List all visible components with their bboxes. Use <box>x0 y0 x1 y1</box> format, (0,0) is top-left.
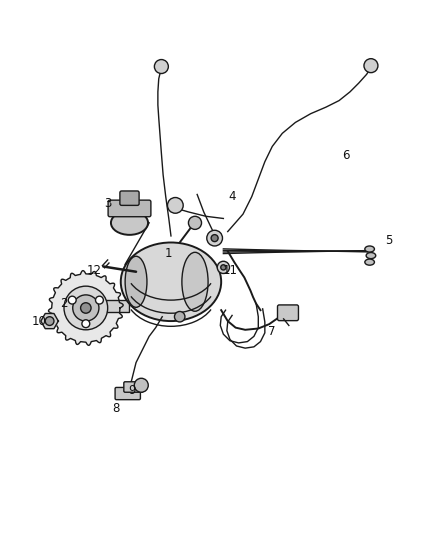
Text: 8: 8 <box>113 402 120 415</box>
Text: 3: 3 <box>104 197 111 209</box>
Text: 1: 1 <box>165 247 173 260</box>
Circle shape <box>73 295 99 321</box>
Text: 10: 10 <box>32 314 46 328</box>
Circle shape <box>68 296 76 304</box>
FancyBboxPatch shape <box>120 191 139 205</box>
Ellipse shape <box>366 253 376 259</box>
FancyBboxPatch shape <box>115 387 141 400</box>
Text: 6: 6 <box>342 149 350 161</box>
Circle shape <box>364 59 378 72</box>
Circle shape <box>95 296 103 304</box>
Polygon shape <box>41 313 58 329</box>
Text: 2: 2 <box>60 297 68 310</box>
Ellipse shape <box>365 246 374 252</box>
Text: 9: 9 <box>128 384 135 398</box>
Polygon shape <box>49 271 123 345</box>
Circle shape <box>217 261 230 273</box>
FancyBboxPatch shape <box>124 382 143 392</box>
Circle shape <box>134 378 148 392</box>
FancyBboxPatch shape <box>108 200 151 217</box>
Bar <box>101 300 130 312</box>
Circle shape <box>188 216 201 229</box>
Circle shape <box>64 286 108 330</box>
Ellipse shape <box>125 256 147 308</box>
FancyBboxPatch shape <box>278 305 298 321</box>
Circle shape <box>81 303 91 313</box>
Ellipse shape <box>111 211 148 235</box>
Circle shape <box>174 311 185 322</box>
Ellipse shape <box>182 252 208 311</box>
Text: 7: 7 <box>268 326 275 338</box>
Circle shape <box>207 230 223 246</box>
Text: 12: 12 <box>87 264 102 277</box>
Circle shape <box>211 235 218 241</box>
Text: 4: 4 <box>228 190 236 203</box>
Circle shape <box>221 265 226 270</box>
Ellipse shape <box>121 243 221 321</box>
Text: 5: 5 <box>385 234 393 247</box>
Ellipse shape <box>365 259 374 265</box>
Circle shape <box>167 198 183 213</box>
Text: 11: 11 <box>223 264 237 277</box>
Circle shape <box>82 320 90 328</box>
Circle shape <box>45 317 54 326</box>
Circle shape <box>154 60 168 74</box>
